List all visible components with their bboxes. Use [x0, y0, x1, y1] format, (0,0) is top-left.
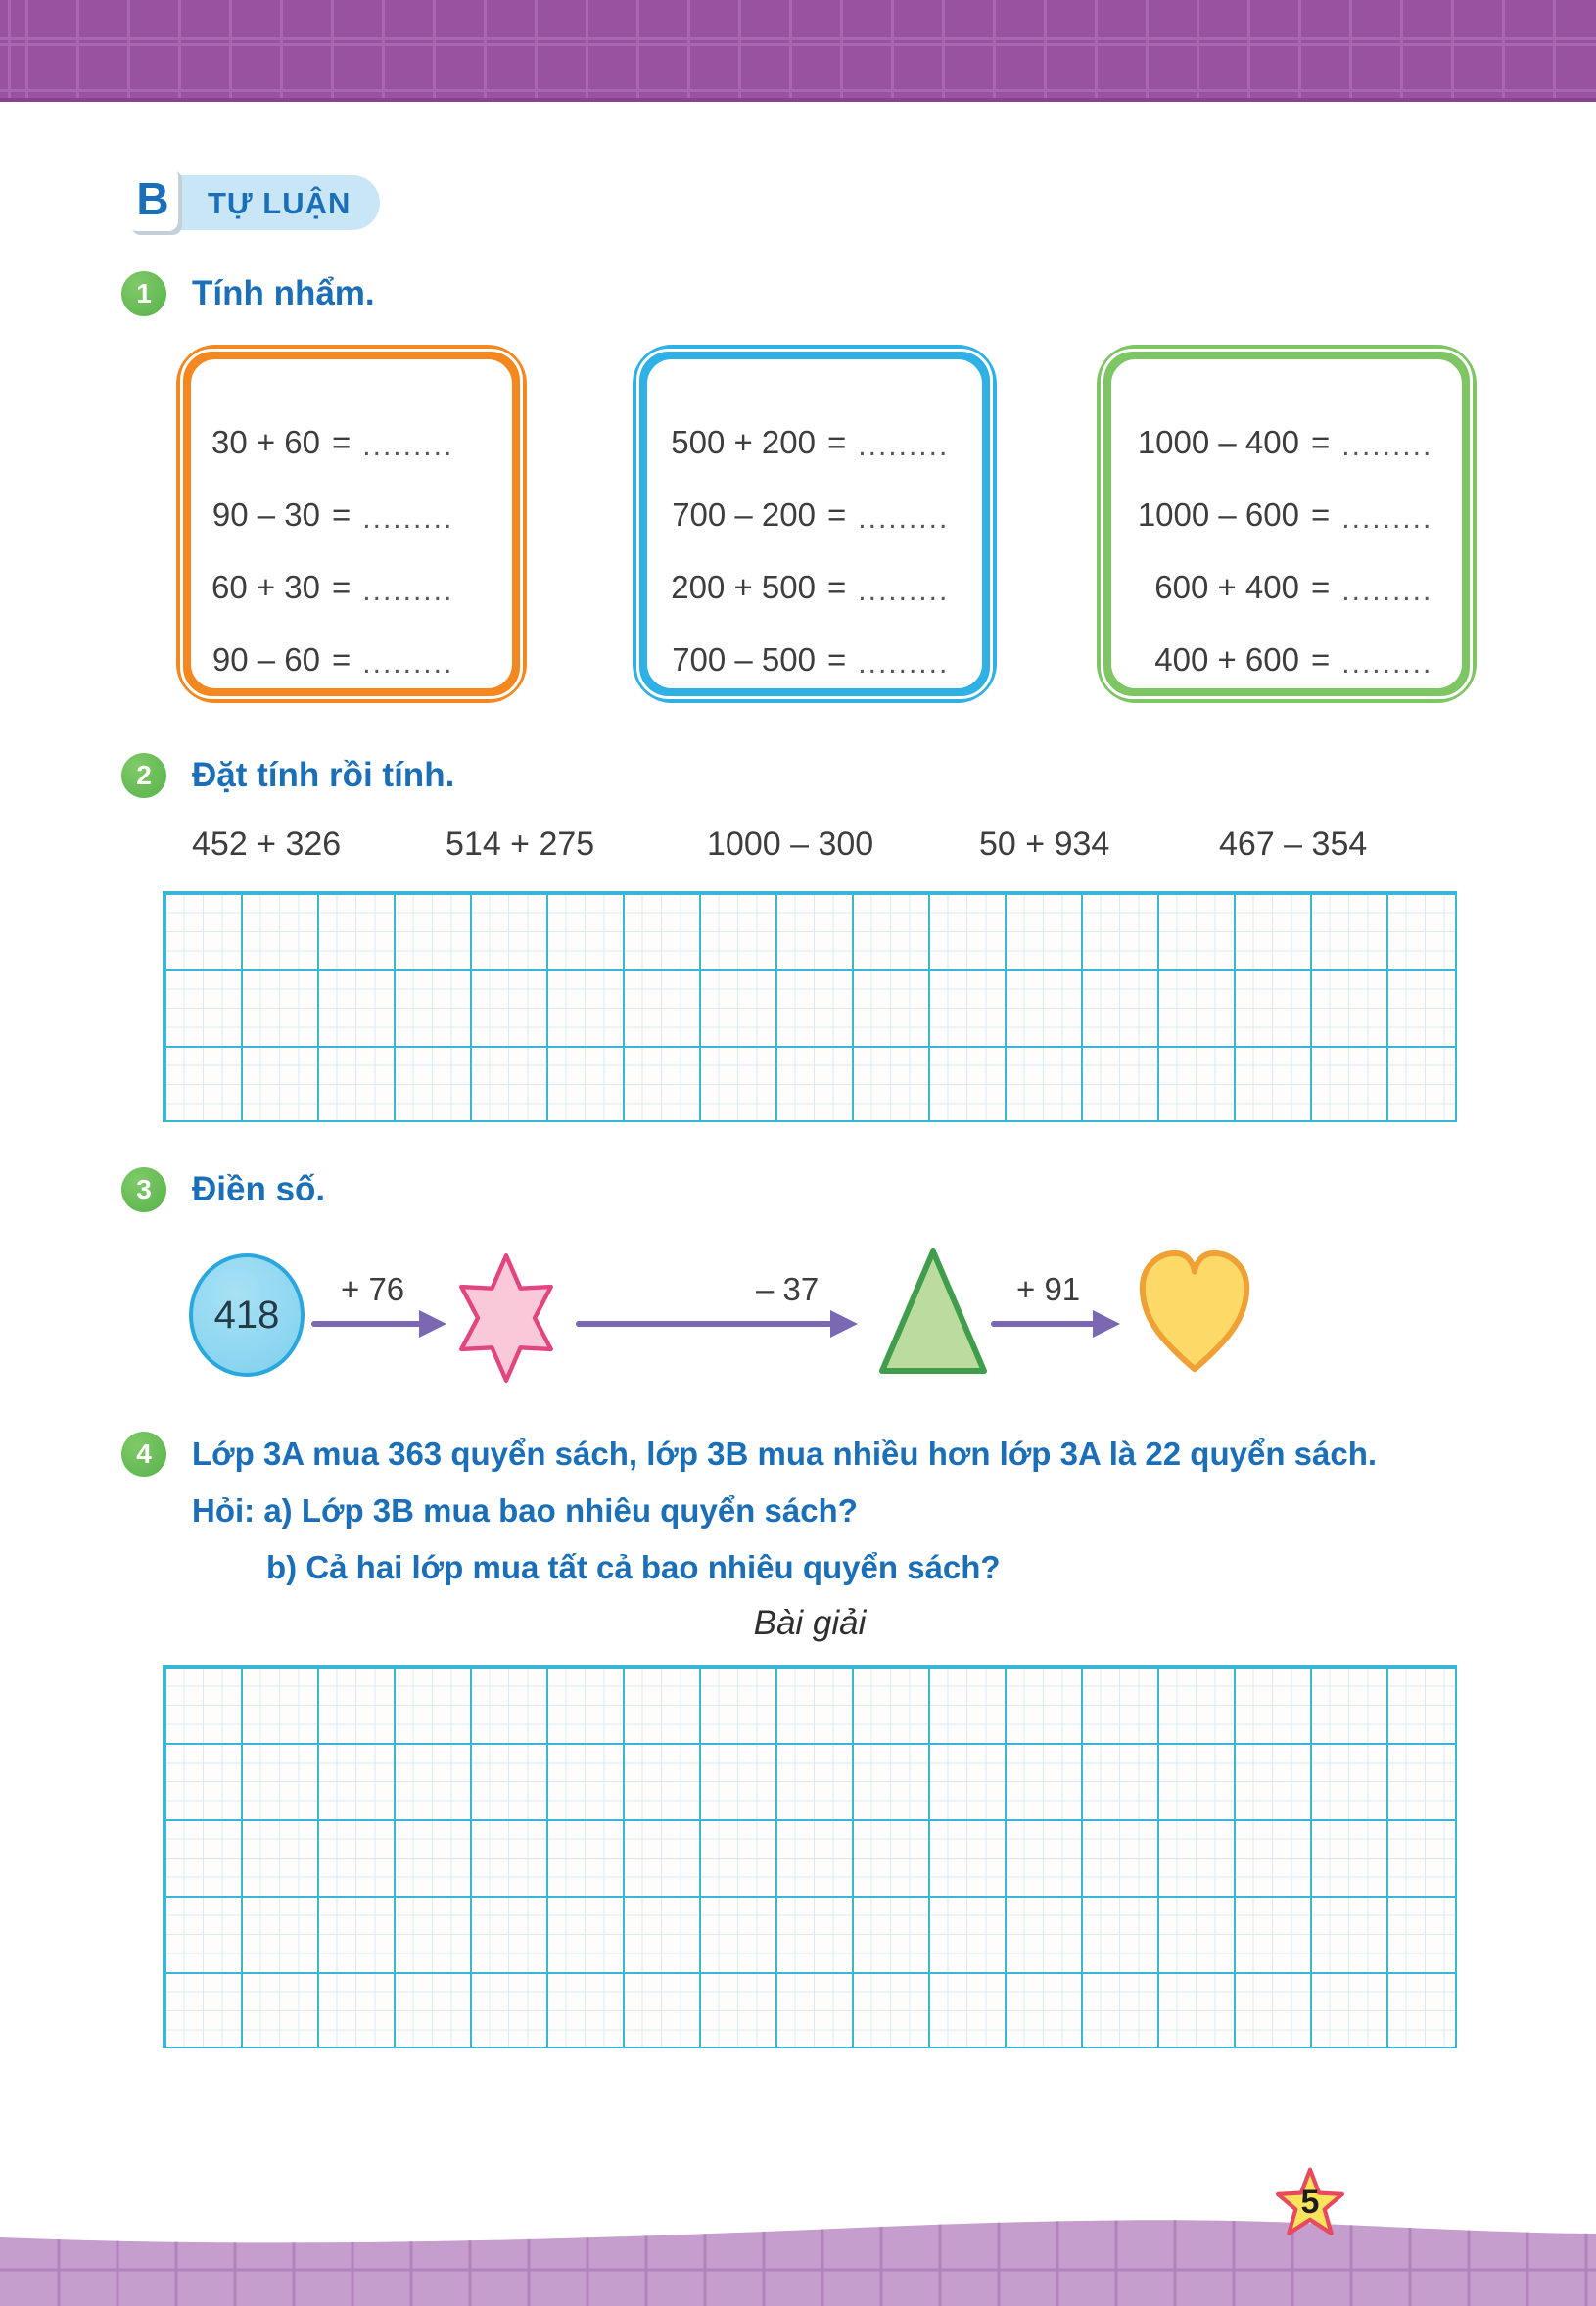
answer-blank: ......... [1341, 575, 1433, 607]
equals-sign: = [1311, 641, 1331, 678]
answer-blank: ......... [362, 430, 454, 462]
flow-op-2-label: – 37 [756, 1271, 820, 1307]
flow-op-1-label: + 76 [341, 1271, 405, 1307]
exercise-3-number: 3 [121, 1167, 166, 1212]
equals-sign: = [827, 424, 847, 460]
flow-op-3-label: + 91 [1016, 1271, 1081, 1307]
section-badge: B [127, 166, 178, 231]
expression: 400 + 600 [1154, 641, 1299, 678]
expression: 30 + 60 [211, 424, 320, 460]
section-header: TỰ LUẬN B [127, 166, 421, 237]
math-line: 400 + 600 =......... [1111, 624, 1462, 696]
flow-start-ellipse: 418 [189, 1253, 305, 1377]
expression: 700 – 200 [672, 496, 816, 533]
equals-sign: = [332, 496, 352, 533]
exercise-1-title: Tính nhẩm. [192, 274, 375, 312]
equals-sign: = [1311, 424, 1331, 460]
answer-blank: ......... [858, 647, 950, 680]
flow-arrow-1 [311, 1310, 446, 1338]
work-grid-exercise-2 [163, 891, 1457, 1122]
box-lines: 500 + 200 =......... 700 – 200 =......... … [647, 406, 982, 696]
exercise-3-title: Điền số. [192, 1170, 326, 1208]
work-grid-exercise-4 [163, 1665, 1457, 2048]
column-problem-1: 452 + 326 [192, 825, 342, 863]
mental-math-box-blue: 500 + 200 =......... 700 – 200 =......... … [633, 345, 997, 703]
exercise-3-number-text: 3 [136, 1174, 152, 1204]
math-line: 60 + 30 =......... [191, 551, 512, 624]
flow-arrow-2 [576, 1310, 858, 1338]
expression: 90 – 60 [211, 641, 320, 678]
page-number: 5 [1300, 2184, 1320, 2221]
math-line: 500 + 200 =......... [647, 406, 982, 479]
box-lines: 30 + 60 =......... 90 – 30 =......... 60 +… [191, 406, 512, 696]
column-problem-2: 514 + 275 [446, 825, 595, 863]
equals-sign: = [332, 641, 352, 678]
word-problem-line-2: Hỏi: a) Lớp 3B mua bao nhiêu quyển sách? [192, 1492, 858, 1529]
word-problem-line-3: b) Cả hai lớp mua tất cả bao nhiêu quyển… [266, 1549, 1001, 1585]
word-problem-line-1: Lớp 3A mua 363 quyển sách, lớp 3B mua nh… [192, 1435, 1378, 1472]
math-line: 90 – 30 =......... [191, 479, 512, 551]
expression: 1000 – 400 [1137, 424, 1299, 460]
heart-shape-blank [1139, 1249, 1250, 1373]
column-problem-4: 50 + 934 [979, 825, 1110, 863]
math-line: 200 + 500 =......... [647, 551, 982, 624]
answer-blank: ......... [362, 502, 454, 535]
exercise-2-title: Đặt tính rồi tính. [192, 756, 455, 794]
column-problem-5: 467 – 354 [1219, 825, 1368, 863]
column-problem-3: 1000 – 300 [707, 825, 874, 863]
answer-blank: ......... [858, 575, 950, 607]
math-line: 30 + 60 =......... [191, 406, 512, 479]
math-line: 1000 – 400 =......... [1111, 406, 1462, 479]
star-shape-blank [459, 1253, 553, 1383]
exercise-2-number-text: 2 [136, 760, 152, 790]
math-line: 90 – 60 =......... [191, 624, 512, 696]
equals-sign: = [1311, 569, 1331, 605]
exercise-4-number: 4 [121, 1432, 166, 1477]
equals-sign: = [827, 496, 847, 533]
answer-blank: ......... [362, 575, 454, 607]
flow-arrow-3 [991, 1310, 1120, 1338]
math-line: 1000 – 600 =......... [1111, 479, 1462, 551]
exercise-1-number-text: 1 [136, 278, 152, 308]
answer-blank: ......... [1341, 647, 1433, 680]
answer-blank: ......... [1341, 430, 1433, 462]
top-banner [0, 0, 1596, 102]
answer-blank: ......... [858, 430, 950, 462]
equals-sign: = [827, 641, 847, 678]
math-line: 700 – 200 =......... [647, 479, 982, 551]
expression: 1000 – 600 [1137, 496, 1299, 533]
expression: 60 + 30 [211, 569, 320, 605]
section-badge-letter: B [136, 173, 169, 224]
triangle-shape-blank [879, 1248, 987, 1374]
expression: 500 + 200 [671, 424, 816, 460]
mental-math-box-green: 1000 – 400 =......... 1000 – 600 =........… [1097, 345, 1477, 703]
expression: 200 + 500 [671, 569, 816, 605]
bottom-banner [0, 2220, 1596, 2306]
answer-blank: ......... [858, 502, 950, 535]
equals-sign: = [332, 424, 352, 460]
math-line: 600 + 400 =......... [1111, 551, 1462, 624]
equals-sign: = [332, 569, 352, 605]
exercise-4-number-text: 4 [136, 1438, 152, 1469]
solution-heading: Bài giải [753, 1604, 867, 1642]
expression: 600 + 400 [1154, 569, 1299, 605]
equals-sign: = [1311, 496, 1331, 533]
equals-sign: = [827, 569, 847, 605]
answer-blank: ......... [362, 647, 454, 680]
flow-start-value: 418 [213, 1293, 280, 1337]
mental-math-box-orange: 30 + 60 =......... 90 – 30 =......... 60 +… [176, 345, 527, 703]
exercise-1-number: 1 [121, 271, 166, 316]
box-lines: 1000 – 400 =......... 1000 – 600 =........… [1111, 406, 1462, 696]
page-number-star: 5 [1276, 2160, 1344, 2246]
exercise-2-number: 2 [121, 753, 166, 798]
math-line: 700 – 500 =......... [647, 624, 982, 696]
answer-blank: ......... [1341, 502, 1433, 535]
expression: 700 – 500 [672, 641, 816, 678]
expression: 90 – 30 [211, 496, 320, 533]
section-title: TỰ LUẬN [208, 186, 352, 220]
star-icon [1276, 2167, 1344, 2235]
